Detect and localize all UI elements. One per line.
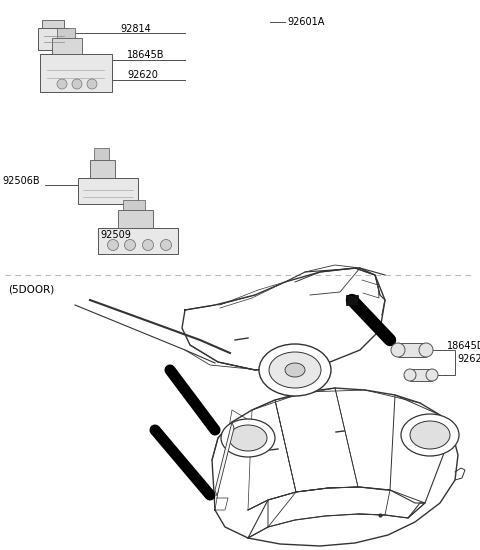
Bar <box>98 228 178 254</box>
Ellipse shape <box>229 425 267 451</box>
Text: 92509: 92509 <box>100 230 131 240</box>
Circle shape <box>72 79 82 89</box>
Bar <box>398 343 426 357</box>
Text: 18645D: 18645D <box>447 341 480 351</box>
Text: (5DOOR): (5DOOR) <box>8 284 54 294</box>
Text: 92506B: 92506B <box>2 176 40 186</box>
Text: 92620: 92620 <box>127 70 158 80</box>
Circle shape <box>108 239 119 250</box>
Bar <box>42 20 64 28</box>
Bar <box>78 178 138 204</box>
Bar <box>90 160 115 178</box>
Bar <box>57 28 75 38</box>
Bar <box>38 28 68 50</box>
Polygon shape <box>215 422 234 496</box>
Circle shape <box>124 239 135 250</box>
Circle shape <box>404 369 416 381</box>
Ellipse shape <box>285 363 305 377</box>
Circle shape <box>391 343 405 357</box>
Ellipse shape <box>401 414 459 456</box>
Bar <box>118 210 153 228</box>
Bar <box>346 295 358 305</box>
Bar <box>94 148 109 160</box>
Circle shape <box>143 239 154 250</box>
Ellipse shape <box>221 419 275 457</box>
Text: 92601A: 92601A <box>287 17 324 27</box>
Bar <box>52 38 82 54</box>
Circle shape <box>87 79 97 89</box>
Bar <box>410 369 432 381</box>
Ellipse shape <box>269 352 321 388</box>
Bar <box>123 200 145 210</box>
Circle shape <box>57 79 67 89</box>
Text: 92814: 92814 <box>120 24 151 34</box>
Text: 92620B: 92620B <box>457 354 480 364</box>
Circle shape <box>419 343 433 357</box>
Circle shape <box>160 239 171 250</box>
Circle shape <box>426 369 438 381</box>
Ellipse shape <box>259 344 331 396</box>
Text: 18645B: 18645B <box>127 50 165 60</box>
Ellipse shape <box>410 421 450 449</box>
Bar <box>40 54 112 92</box>
